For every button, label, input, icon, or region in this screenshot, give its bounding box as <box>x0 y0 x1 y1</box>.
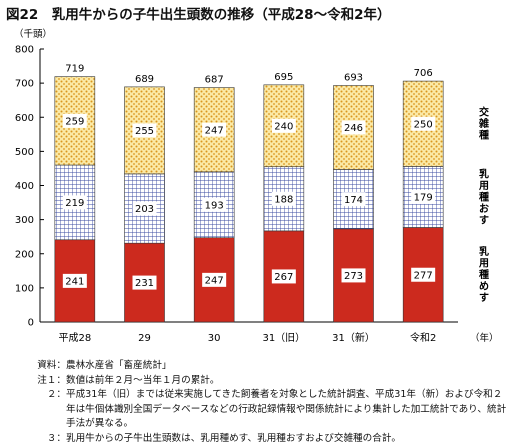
legend-char: め <box>479 281 489 293</box>
x-tick-label: 29 <box>138 333 151 344</box>
data-label-box <box>132 275 157 290</box>
data-label-box <box>411 116 436 131</box>
legend-char: す <box>479 214 489 226</box>
data-label-box <box>62 273 87 288</box>
note-text: 農林水産省「畜産統計」 <box>66 360 172 371</box>
y-tick-label: 600 <box>15 113 34 124</box>
x-tick-label: 30 <box>208 333 221 344</box>
legend-char: 交 <box>479 106 489 119</box>
data-label-box <box>341 192 366 207</box>
stacked-bar-chart: （千頭） 0 100 200 300 400 500 600 700 800 241 219 259… <box>14 28 499 344</box>
data-label: 179 <box>414 193 433 204</box>
data-label: 193 <box>205 200 224 211</box>
y-tick-label: 400 <box>15 181 34 192</box>
legend-char: 用 <box>478 180 489 192</box>
x-tick-label: 31（旧） <box>262 332 305 344</box>
total-label: 695 <box>274 72 293 83</box>
data-label: 241 <box>65 276 84 287</box>
total-label: 689 <box>135 74 154 85</box>
chart-title: 図22 乳用牛からの子牛出生頭数の推移（平成28〜令和2年） <box>6 7 391 23</box>
data-label-box <box>132 123 157 138</box>
legend-char: 乳 <box>479 167 489 180</box>
data-label: 174 <box>344 195 363 206</box>
y-tick-label: 500 <box>15 147 34 158</box>
data-label: 247 <box>205 275 224 286</box>
legend-char: 用 <box>478 258 489 270</box>
data-label: 240 <box>274 121 293 132</box>
legend-char: 雑 <box>478 117 489 130</box>
note-text: 乳用牛からの子牛出生頭数は、乳用種めす、乳用種おすおよび交雑種の合計。 <box>66 432 402 444</box>
x-tick-label: 31（新） <box>332 331 375 344</box>
y-unit-label: （千頭） <box>14 28 52 40</box>
x-tick-label: 平成28 <box>58 332 91 344</box>
legend-char: す <box>479 292 489 304</box>
note-text: 数値は前年２月〜当年１月の累計。 <box>66 374 220 386</box>
note-label: ３： <box>46 432 66 444</box>
y-tick-label: 100 <box>15 283 34 294</box>
note-label: 注１： <box>37 374 66 386</box>
data-label-box <box>271 191 296 206</box>
note-1: 注１： 数値は前年２月〜当年１月の累計。 <box>28 374 508 389</box>
total-label: 687 <box>205 75 224 86</box>
legend-char: 種 <box>479 190 489 203</box>
note-label: 資料： <box>37 360 66 371</box>
data-label-box <box>341 268 366 283</box>
legend-char: 乳 <box>479 245 489 258</box>
y-tick-label: 700 <box>15 79 34 90</box>
x-tick-label: 令和2 <box>410 331 436 344</box>
data-label: 250 <box>414 119 433 130</box>
legend-char: お <box>479 203 489 215</box>
data-label: 203 <box>135 204 154 215</box>
total-label: 706 <box>414 68 433 79</box>
legend-char: 種 <box>479 268 489 281</box>
total-label: 719 <box>65 64 84 75</box>
data-label: 267 <box>274 272 293 283</box>
legend-label-3: 交雑種 <box>478 106 489 142</box>
data-label-box <box>132 201 157 216</box>
legend-char: 種 <box>479 129 489 142</box>
y-tick-label: 300 <box>15 215 34 226</box>
note-3: ３： 乳用牛からの子牛出生頭数は、乳用種めす、乳用種おすおよび交雑種の合計。 <box>28 432 508 447</box>
data-label-box <box>271 269 296 284</box>
data-label: 277 <box>414 270 433 281</box>
data-label-box <box>202 197 227 212</box>
data-label-box <box>202 122 227 137</box>
data-label-box <box>411 267 436 282</box>
data-label: 273 <box>344 271 363 282</box>
data-label-box <box>202 272 227 287</box>
axes: 0 100 200 300 400 500 600 700 800 <box>15 45 458 329</box>
y-tick-label: 800 <box>15 45 34 56</box>
data-label-box <box>62 195 87 210</box>
data-label: 219 <box>65 198 84 209</box>
data-label: 188 <box>274 194 293 205</box>
data-label: 246 <box>344 123 363 134</box>
note-text: 平成31年（旧）までは従来実施してきた飼養者を対象とした統計調査、平成31年（新… <box>66 389 507 430</box>
data-label-box <box>341 120 366 135</box>
data-label: 255 <box>135 126 154 137</box>
note-2: ２： 平成31年（旧）までは従来実施してきた飼養者を対象とした統計調査、平成31… <box>28 388 508 432</box>
legend-label-2: 乳用種おす <box>478 167 489 226</box>
note-label: ２： <box>46 389 66 401</box>
data-label: 259 <box>65 116 84 127</box>
total-label: 693 <box>344 73 363 84</box>
data-label-box <box>62 113 87 128</box>
legend-label-1: 乳用種めす <box>478 245 489 304</box>
data-label: 231 <box>135 278 154 289</box>
y-tick-label: 0 <box>28 318 34 329</box>
note-source: 資料： 農林水産省「畜産統計」 <box>28 359 508 374</box>
x-unit-label: （年） <box>470 332 499 344</box>
y-tick-label: 200 <box>15 249 34 260</box>
data-label: 247 <box>205 125 224 136</box>
data-label-box <box>271 118 296 133</box>
notes: 資料： 農林水産省「畜産統計」 注１： 数値は前年２月〜当年１月の累計。 ２： … <box>28 359 508 447</box>
bars: 241 219 259 719 平成28 231 203 255 689 29 247 193 247 6… <box>54 64 444 344</box>
data-label-box <box>411 189 436 204</box>
